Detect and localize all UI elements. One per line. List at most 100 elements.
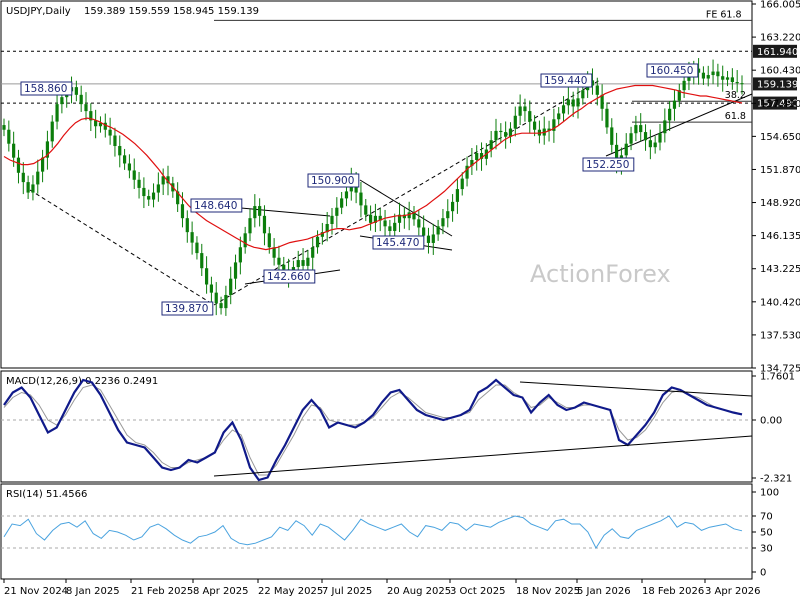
x-tick-label: 8 Jan 2025 xyxy=(66,586,120,597)
level-price-label: 161.940 xyxy=(757,47,798,58)
candle-body xyxy=(340,198,344,208)
candle-body xyxy=(320,232,324,237)
candle-body xyxy=(364,205,368,215)
candle-body xyxy=(663,120,667,134)
candle-body xyxy=(142,187,146,197)
price-y-tick-label: 148.920 xyxy=(760,198,800,209)
candle-body xyxy=(166,176,170,184)
macd-y-tick-label: 0.00 xyxy=(760,415,782,426)
candle-body xyxy=(89,111,93,121)
candle-body xyxy=(224,294,228,309)
candle-body xyxy=(730,77,734,83)
candle-body xyxy=(151,192,156,200)
x-tick-label: 18 Feb 2026 xyxy=(642,586,704,597)
candle-body xyxy=(388,226,392,231)
candle-body xyxy=(465,165,469,179)
fib-level-label: 38.2 xyxy=(725,90,746,101)
x-tick-label: 3 Oct 2025 xyxy=(450,586,505,597)
candle-body xyxy=(262,215,267,234)
rsi-y-tick-label: 50 xyxy=(760,528,773,539)
candle-body xyxy=(561,105,566,114)
candle-body xyxy=(118,146,122,156)
candle-body xyxy=(407,212,411,219)
candle-body xyxy=(383,220,387,227)
price-label-box xyxy=(190,198,243,213)
candle-body xyxy=(629,133,633,144)
price-label-box xyxy=(20,81,73,96)
candle-body xyxy=(185,218,189,233)
candle-body xyxy=(716,71,720,77)
candle-body xyxy=(253,206,257,219)
candle-body xyxy=(672,100,677,109)
rsi-line xyxy=(3,515,743,550)
ma-line xyxy=(3,84,743,251)
y-axis-ticks: 166.005 163.220 160.430 157.490 154.650 151.8… xyxy=(752,0,800,375)
candle-body xyxy=(190,232,194,243)
macd-series: 1.7601 0.00 -2.321 xyxy=(1,372,795,485)
candle-body xyxy=(31,184,35,193)
price-label-text: 142.660 xyxy=(267,271,310,283)
candle-body xyxy=(122,155,127,164)
candle-body xyxy=(581,90,585,99)
price-label-box xyxy=(263,269,316,284)
price-y-tick-label: 160.430 xyxy=(760,66,800,77)
candle-body xyxy=(359,192,363,206)
rsi-y-tick-label: 70 xyxy=(760,512,773,523)
candle-body xyxy=(624,143,628,156)
candle-body xyxy=(528,111,532,122)
candle-body xyxy=(711,71,715,76)
candle-body xyxy=(460,178,464,190)
candle-body xyxy=(12,143,16,158)
macd-y-tick-label: -2.321 xyxy=(760,474,792,485)
candle-body xyxy=(267,233,271,248)
candle-body xyxy=(721,76,725,80)
x-tick-label: 18 Nov 2025 xyxy=(516,586,580,597)
x-tick-label: 21 Nov 2024 xyxy=(4,586,68,597)
price-annotations: 158.860 148.640 142.660 139.870 150.900 145.4… xyxy=(20,63,699,316)
candle-body xyxy=(113,135,117,147)
macd-trend-line xyxy=(519,381,753,397)
candle-body xyxy=(306,257,310,266)
candle-body xyxy=(648,140,652,148)
price-label-text: 150.900 xyxy=(311,175,354,187)
candle-body xyxy=(446,211,450,219)
price-y-tick-label: 146.135 xyxy=(760,231,800,242)
candle-body xyxy=(195,242,199,254)
trend-line xyxy=(605,93,753,157)
price-panel-frame xyxy=(0,0,753,369)
candle-body xyxy=(315,236,320,248)
x-tick-label: 3 Apr 2026 xyxy=(705,586,760,597)
rsi-title: RSI(14) 51.4566 xyxy=(6,489,87,500)
level-price-box xyxy=(753,96,797,110)
candle-body xyxy=(229,278,233,295)
candle-body xyxy=(45,141,50,158)
trend-line xyxy=(213,79,601,306)
price-y-tick-label: 157.490 xyxy=(760,99,800,110)
price-y-tick-label: 166.005 xyxy=(760,0,800,11)
candle-body xyxy=(412,212,416,220)
candle-body xyxy=(426,235,431,243)
candle-body xyxy=(7,129,11,144)
candle-body xyxy=(552,119,556,131)
candle-body xyxy=(489,140,493,150)
level-price-label: 159.139 xyxy=(757,79,798,90)
candle-body xyxy=(325,223,329,233)
moving-average xyxy=(3,84,743,251)
candle-body xyxy=(417,219,421,228)
candle-body xyxy=(658,133,662,143)
candle-body xyxy=(668,108,672,121)
candle-body xyxy=(706,75,710,79)
candle-body xyxy=(378,215,382,221)
candle-body xyxy=(532,121,537,130)
price-label-box xyxy=(582,157,635,172)
header-ohlc: 159.389 159.559 158.945 159.139 xyxy=(84,6,259,17)
level-price-label: 157.490 xyxy=(757,99,798,110)
candle-body xyxy=(330,215,334,224)
candle-body xyxy=(643,132,648,141)
price-label-text: 145.470 xyxy=(376,237,419,249)
x-tick-label: 7 Jul 2025 xyxy=(322,586,372,597)
x-tick-label: 22 May 2025 xyxy=(258,586,323,597)
candle-body xyxy=(397,214,402,223)
candle-body xyxy=(94,120,98,127)
